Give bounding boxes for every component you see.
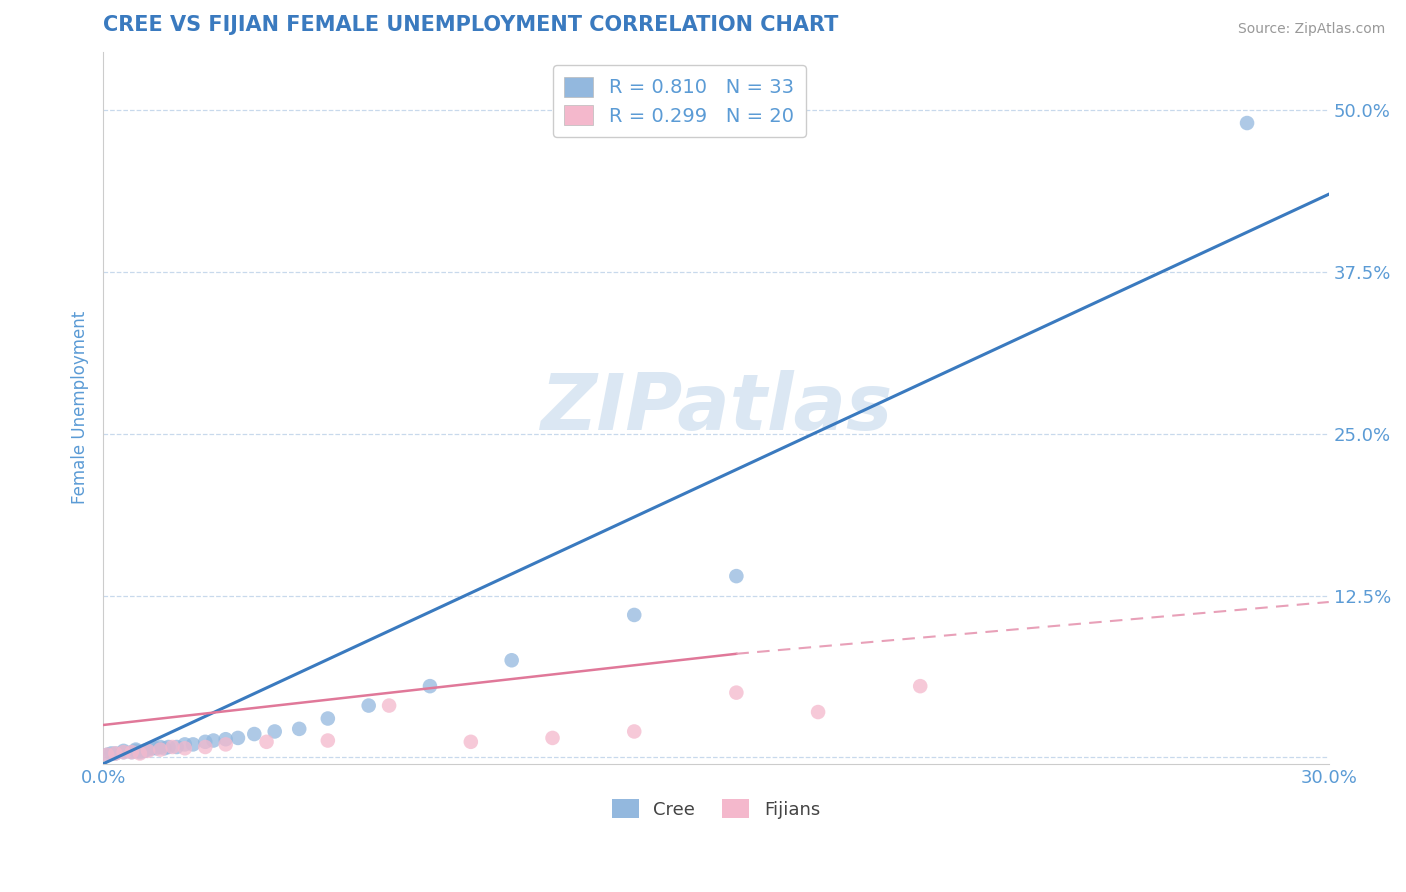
Point	[157, 739, 180, 754]
Point	[215, 738, 238, 752]
Point	[725, 685, 748, 699]
Point	[623, 724, 645, 739]
Point	[112, 744, 135, 758]
Point	[194, 735, 217, 749]
Point	[125, 742, 148, 756]
Point	[541, 731, 564, 745]
Point	[460, 735, 482, 749]
Point	[112, 745, 135, 759]
Point	[104, 747, 127, 761]
Point	[316, 733, 339, 747]
Point	[121, 745, 143, 759]
Point	[202, 733, 225, 747]
Point	[136, 744, 159, 758]
Point	[288, 722, 311, 736]
Point	[316, 712, 339, 726]
Point	[166, 739, 188, 754]
Point	[181, 738, 204, 752]
Point	[149, 739, 172, 754]
Point	[243, 727, 266, 741]
Point	[378, 698, 401, 713]
Point	[121, 745, 143, 759]
Point	[129, 747, 152, 761]
Point	[173, 741, 195, 756]
Y-axis label: Female Unemployment: Female Unemployment	[72, 311, 89, 505]
Point	[226, 731, 249, 745]
Point	[112, 745, 135, 759]
Point	[125, 744, 148, 758]
Point	[129, 745, 152, 759]
Point	[145, 741, 167, 756]
Point	[1236, 116, 1258, 130]
Point	[419, 679, 441, 693]
Text: Source: ZipAtlas.com: Source: ZipAtlas.com	[1237, 22, 1385, 37]
Point	[725, 569, 748, 583]
Point	[162, 739, 184, 754]
Point	[501, 653, 523, 667]
Point	[100, 747, 122, 761]
Point	[194, 739, 217, 754]
Point	[908, 679, 931, 693]
Point	[173, 738, 195, 752]
Text: ZIPatlas: ZIPatlas	[540, 370, 891, 446]
Point	[96, 747, 118, 762]
Point	[136, 742, 159, 756]
Text: CREE VS FIJIAN FEMALE UNEMPLOYMENT CORRELATION CHART: CREE VS FIJIAN FEMALE UNEMPLOYMENT CORRE…	[103, 15, 838, 35]
Point	[623, 607, 645, 622]
Point	[141, 741, 163, 756]
Legend: Cree, Fijians: Cree, Fijians	[605, 792, 827, 826]
Point	[263, 724, 285, 739]
Point	[149, 742, 172, 756]
Point	[807, 705, 830, 719]
Point	[153, 741, 176, 756]
Point	[256, 735, 278, 749]
Point	[132, 744, 155, 758]
Point	[215, 732, 238, 747]
Point	[96, 747, 118, 762]
Point	[104, 747, 127, 761]
Point	[357, 698, 380, 713]
